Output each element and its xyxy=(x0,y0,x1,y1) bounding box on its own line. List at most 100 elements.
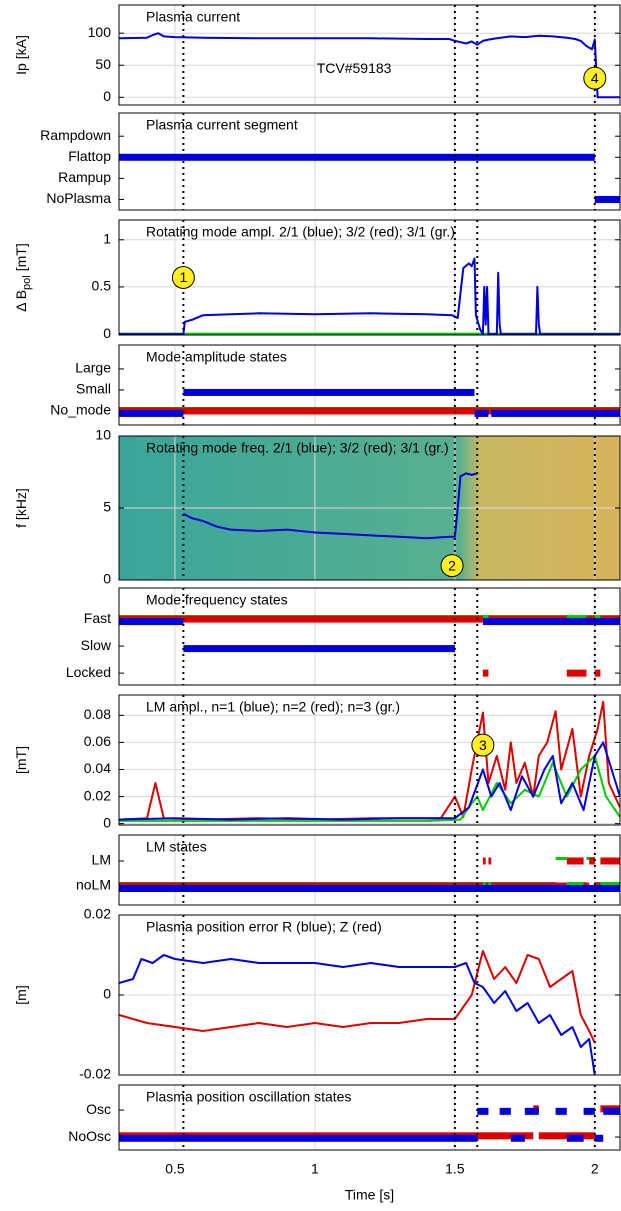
state-segment xyxy=(119,1134,478,1142)
state-segment xyxy=(119,618,184,626)
y-tick-label: LM xyxy=(92,852,111,868)
panel: 0 5 10 f [kHz] Rotating mode freq. 2/1 (blue… xyxy=(13,427,621,587)
panel-frame xyxy=(118,435,621,581)
panel-frame xyxy=(118,112,621,211)
y-tick-label: Rampdown xyxy=(40,127,111,143)
panel-title: Plasma current segment xyxy=(146,117,298,133)
annotation: 4 xyxy=(591,70,599,86)
y-tick-label: Small xyxy=(76,381,111,397)
y-tick-label: 1 xyxy=(103,230,111,246)
y-tick-label: NoOsc xyxy=(68,1128,111,1144)
panel: 0.5 1 1.5 2 Time [s] NoOsc Osc Plasma position … xyxy=(68,1084,621,1203)
y-tick-label: Large xyxy=(75,360,111,376)
y-tick-label: Flattop xyxy=(68,148,111,164)
plot-data xyxy=(119,153,620,203)
panel-frame xyxy=(118,587,621,686)
state-segment xyxy=(482,618,620,626)
state-segment xyxy=(603,1107,620,1115)
plot-data xyxy=(119,257,620,335)
panel-frame xyxy=(118,4,621,106)
panel-title: LM ampl., n=1 (blue); n=2 (red); n=3 (gr… xyxy=(146,699,400,715)
state-segment xyxy=(594,195,620,203)
plot-data xyxy=(119,857,620,892)
y-tick-label: 0 xyxy=(103,571,111,587)
state-segment xyxy=(477,1107,489,1115)
annotation-circle xyxy=(583,66,607,90)
plot-data xyxy=(119,388,620,417)
x-tick-label: 0.5 xyxy=(165,1161,185,1177)
state-segment xyxy=(594,882,620,885)
panel-title: LM states xyxy=(146,839,207,855)
panel: No_mode Small Large Mode amplitude states xyxy=(50,344,621,426)
y-tick-label: 10 xyxy=(95,427,111,443)
y-axis-label: [m] xyxy=(13,985,29,1004)
state-segment xyxy=(482,857,486,865)
panel: NoPlasma Rampup Flattop Rampdown Plasma curr… xyxy=(40,112,621,211)
y-axis-label: f [kHz] xyxy=(13,488,29,528)
y-tick-label: 0 xyxy=(103,325,111,341)
panel-title: Mode frequency states xyxy=(146,592,288,608)
series-line xyxy=(119,257,620,335)
y-tick-label: 0.02 xyxy=(84,906,111,922)
state-segment xyxy=(566,882,587,885)
panel-frame xyxy=(118,1084,621,1151)
state-segment xyxy=(555,857,567,860)
panel-frame xyxy=(118,694,621,826)
panel-title: Rotating mode freq. 2/1 (blue); 3/2 (red… xyxy=(146,440,449,456)
y-tick-label: 0.04 xyxy=(84,760,111,776)
y-axis-label: Δ Bpol [mT] xyxy=(13,243,33,312)
y-tick-label: Rampup xyxy=(58,169,111,185)
state-segment xyxy=(600,857,620,865)
panel-frame xyxy=(118,219,621,336)
state-segment xyxy=(119,885,478,892)
annotation: 2 xyxy=(448,557,456,573)
x-axis-label: Time [s] xyxy=(345,1187,394,1203)
y-tick-label: 0.06 xyxy=(84,733,111,749)
y-tick-label: 100 xyxy=(88,24,112,40)
plot-data xyxy=(119,615,620,677)
plot-data xyxy=(119,32,620,99)
state-segment xyxy=(524,1107,539,1115)
panel-title: Plasma current xyxy=(146,9,240,25)
state-segment xyxy=(183,388,475,396)
x-tick-label: 2 xyxy=(591,1161,599,1177)
series-line xyxy=(119,741,620,821)
series-line xyxy=(119,700,620,821)
annotation: TCV#59183 xyxy=(317,60,392,76)
y-axis-label: [mT] xyxy=(13,746,29,774)
state-segment xyxy=(499,1107,511,1115)
y-tick-label: -0.02 xyxy=(79,1066,111,1082)
plot-data xyxy=(119,1105,620,1142)
y-label-main: f [kHz] xyxy=(13,488,29,528)
y-tick-label: Slow xyxy=(81,637,112,653)
state-segment xyxy=(594,669,601,677)
x-tick-label: 1.5 xyxy=(445,1161,465,1177)
state-segment xyxy=(566,857,584,865)
y-tick-label: 0.08 xyxy=(84,706,111,722)
panel-title: Mode amplitude states xyxy=(146,349,287,365)
y-label-main: [mT] xyxy=(13,746,29,774)
state-segment xyxy=(119,615,483,623)
panel-frame xyxy=(118,914,621,1076)
series-line xyxy=(182,472,478,540)
panel: 0 50 100 Ip [kA] Plasma current TCV#59183 4 xyxy=(13,4,621,106)
state-segment xyxy=(491,409,620,417)
panel: Locked Slow Fast Mode frequency states xyxy=(66,587,621,686)
panel-title: Plasma position error R (blue); Z (red) xyxy=(146,919,382,935)
state-segment xyxy=(482,669,489,677)
panel-title: Plasma position oscillation states xyxy=(146,1089,351,1105)
y-tick-label: Fast xyxy=(84,610,111,626)
state-segment xyxy=(119,153,595,161)
panel-frame xyxy=(118,834,621,906)
state-segment xyxy=(583,1107,595,1115)
panel: 0 0.5 1 Δ Bpol [mT] Rotating mode ampl. 2/1 (… xyxy=(13,219,621,341)
y-label-unit: [mT] xyxy=(13,243,29,271)
series-line xyxy=(119,754,620,822)
state-segment xyxy=(119,407,620,415)
y-tick-label: 0 xyxy=(103,88,111,104)
y-tick-label: NoPlasma xyxy=(46,190,111,206)
state-segment xyxy=(555,1107,567,1115)
annotation-circle xyxy=(171,266,195,289)
y-tick-label: 0.5 xyxy=(92,278,112,294)
